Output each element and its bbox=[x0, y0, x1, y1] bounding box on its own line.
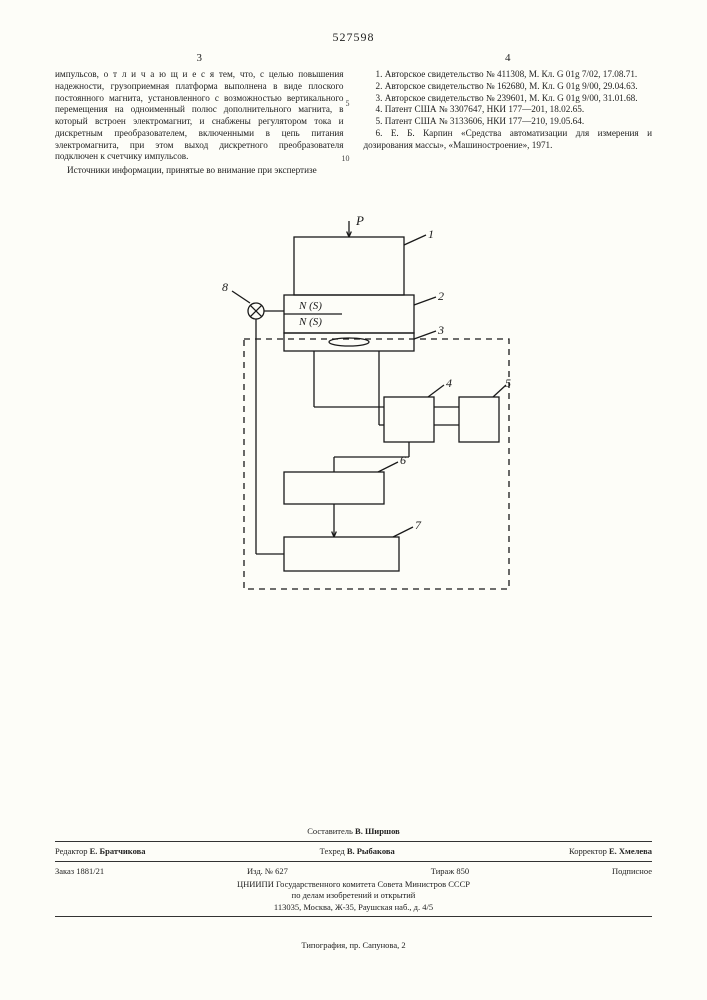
schematic-diagram: P 1 N (S) N (S) 2 3 8 4 5 6 7 bbox=[184, 207, 524, 607]
svg-text:2: 2 bbox=[438, 289, 444, 303]
credits-row: Редактор Е. Братчикова Техред В. Рыбаков… bbox=[55, 845, 652, 858]
ref-6: 6. Е. Б. Карпин «Средства автоматизации … bbox=[364, 128, 653, 152]
svg-text:1: 1 bbox=[428, 227, 434, 241]
svg-text:8: 8 bbox=[222, 280, 228, 294]
ref-5: 5. Патент США № 3133606, НКИ 177—210, 19… bbox=[364, 116, 653, 128]
page: 527598 3 импульсов, о т л и ч а ю щ и е … bbox=[0, 0, 707, 1000]
left-sources: Источники информации, принятые во вниман… bbox=[55, 165, 344, 177]
ref-4: 4. Патент США № 3307647, НКИ 177—201, 18… bbox=[364, 104, 653, 116]
footer-block: Составитель В. Ширшов Редактор Е. Братчи… bbox=[55, 826, 652, 920]
typography-line: Типография, пр. Сапунова, 2 bbox=[0, 940, 707, 950]
svg-text:3: 3 bbox=[437, 323, 444, 337]
diagram-container: P 1 N (S) N (S) 2 3 8 4 5 6 7 bbox=[0, 207, 707, 607]
right-column: 5 10 4 1. Авторское свидетельство № 4113… bbox=[354, 51, 653, 177]
line-num-5: 5 bbox=[346, 99, 350, 109]
svg-text:P: P bbox=[355, 213, 364, 228]
ref-3: 3. Авторское свидетельство № 239601, М. … bbox=[364, 93, 653, 105]
ref-2: 2. Авторское свидетельство № 162680, М. … bbox=[364, 81, 653, 93]
col-num-right: 4 bbox=[364, 51, 653, 65]
text-columns: 3 импульсов, о т л и ч а ю щ и е с я тем… bbox=[0, 51, 707, 177]
addr-line: 113035, Москва, Ж-35, Раушская наб., д. … bbox=[55, 902, 652, 913]
left-column: 3 импульсов, о т л и ч а ю щ и е с я тем… bbox=[55, 51, 354, 177]
svg-text:5: 5 bbox=[505, 376, 511, 390]
compiler-row: Составитель В. Ширшов bbox=[55, 826, 652, 837]
svg-text:N (S): N (S) bbox=[298, 300, 322, 312]
org-line-1: ЦНИИПИ Государственного комитета Совета … bbox=[55, 879, 652, 890]
ref-1: 1. Авторское свидетельство № 411308, М. … bbox=[364, 69, 653, 81]
left-main-text: импульсов, о т л и ч а ю щ и е с я тем, … bbox=[55, 69, 344, 163]
order-row: Заказ 1881/21 Изд. № 627 Тираж 850 Подпи… bbox=[55, 865, 652, 878]
svg-text:6: 6 bbox=[400, 453, 406, 467]
svg-text:4: 4 bbox=[446, 376, 452, 390]
col-num-left: 3 bbox=[55, 51, 344, 65]
svg-text:7: 7 bbox=[415, 518, 422, 532]
patent-number: 527598 bbox=[0, 0, 707, 51]
line-num-10: 10 bbox=[342, 154, 350, 164]
svg-text:N (S): N (S) bbox=[298, 316, 322, 328]
org-line-2: по делам изобретений и открытий bbox=[55, 890, 652, 901]
